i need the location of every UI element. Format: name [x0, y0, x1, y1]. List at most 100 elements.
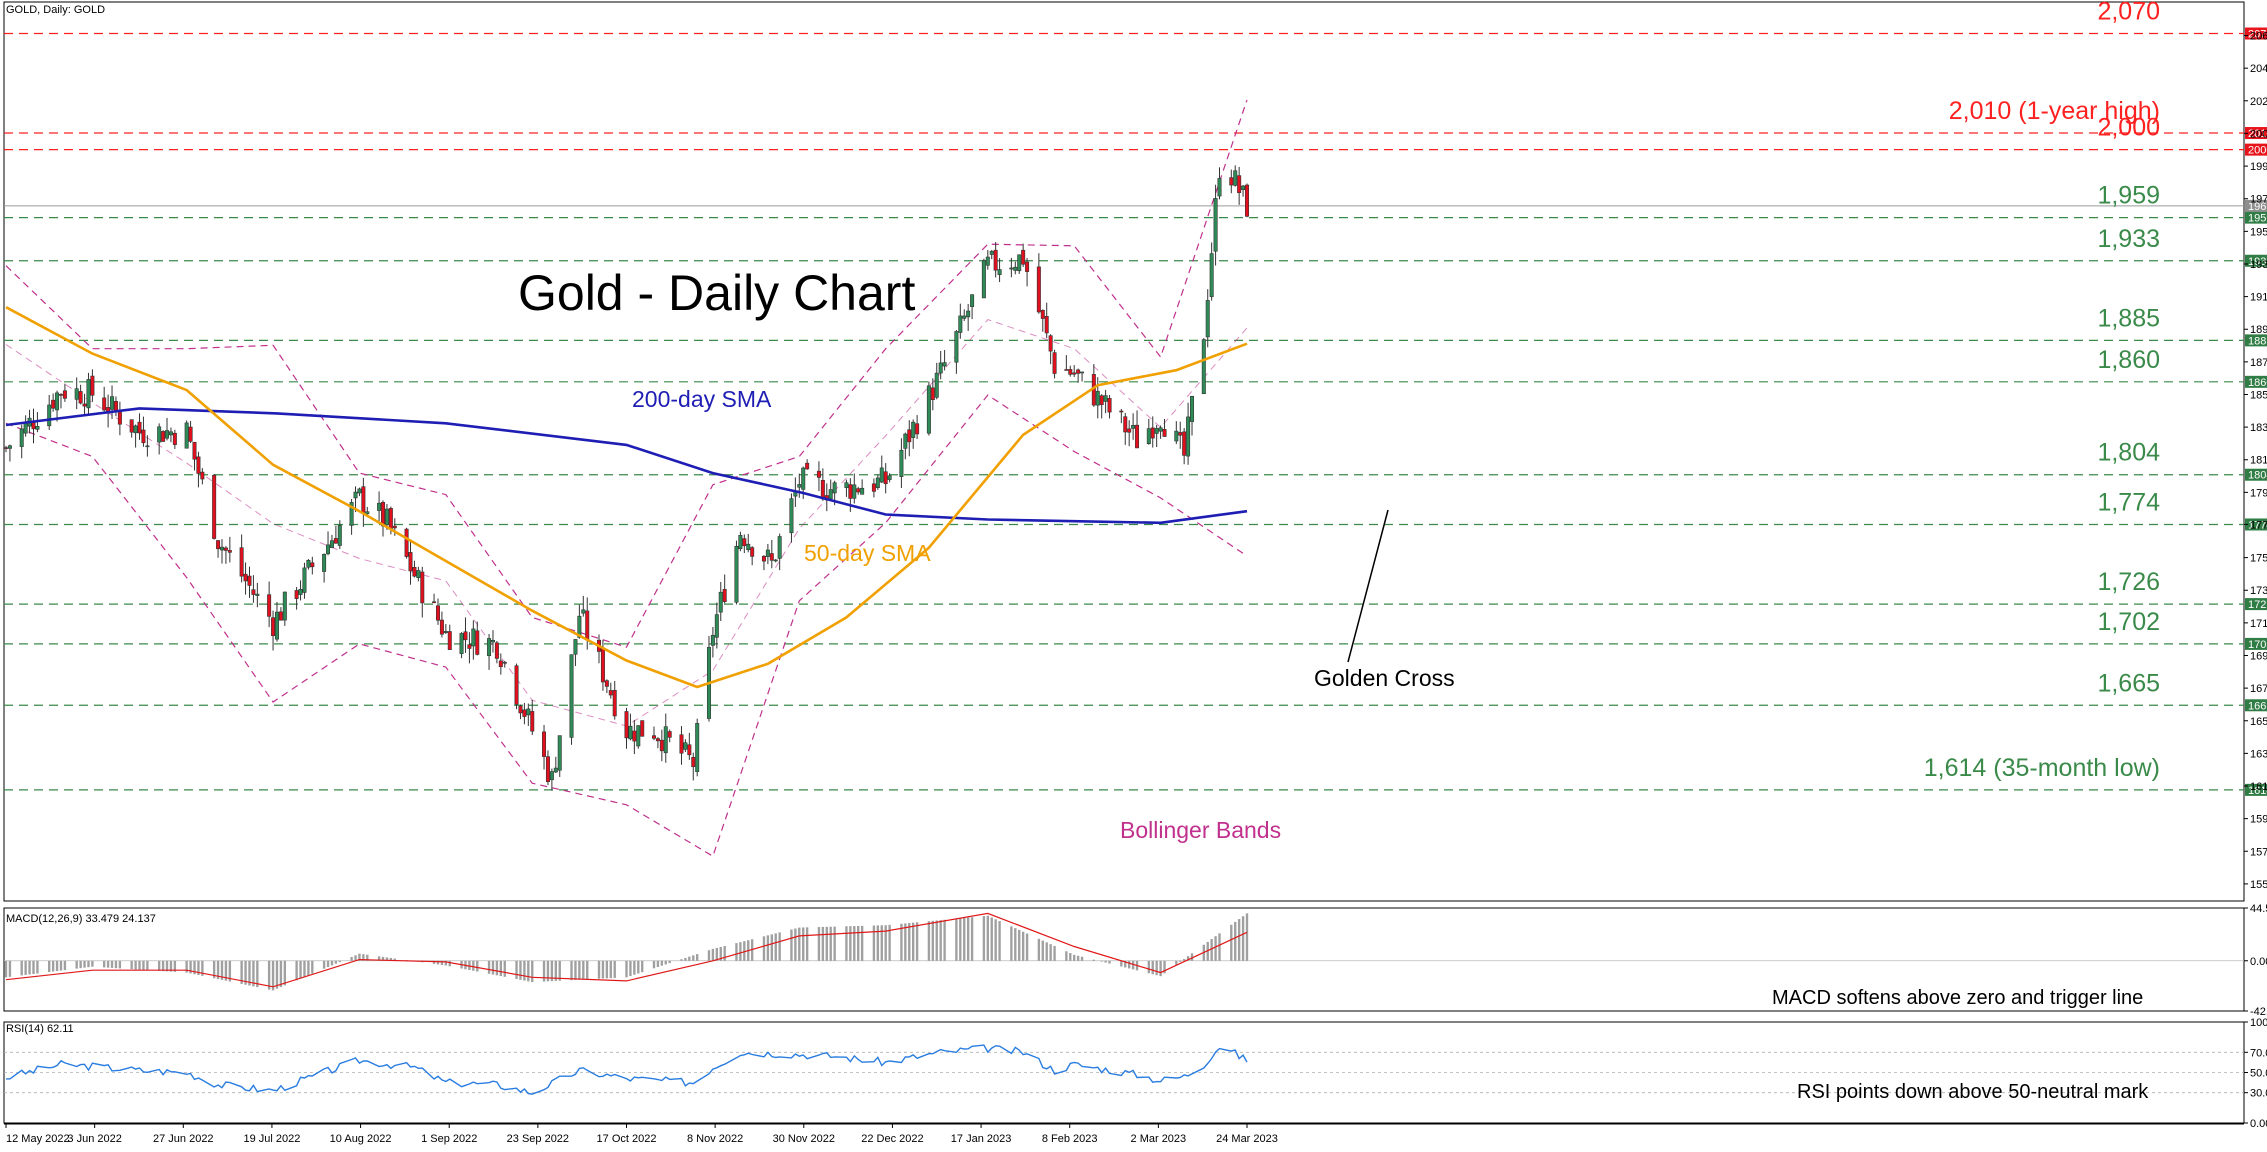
axes: 2068.76 2049.10 2029.45 2009.80 1990.06 1970.… — [5, 31, 2267, 1145]
candle-body — [416, 570, 421, 579]
candle-body — [750, 547, 755, 557]
candle — [930, 378, 935, 411]
candle — [553, 756, 558, 774]
candle-body — [1048, 335, 1053, 352]
candle — [227, 536, 232, 563]
price-tick-label: 1576.99 — [2250, 846, 2267, 858]
level-price-tag — [2245, 143, 2267, 156]
candle-body — [302, 567, 307, 593]
level-price-tag — [2245, 211, 2267, 224]
candle-body — [903, 433, 908, 449]
main-panel-frame — [3, 1, 2245, 902]
candle — [761, 555, 766, 571]
candle — [1146, 418, 1151, 445]
level-price-tag-label: 2070.00 — [2248, 29, 2267, 41]
price-tick-label: 1655.67 — [2250, 716, 2267, 728]
price-tick-label: 1714.68 — [2250, 618, 2267, 630]
candle-body — [1021, 249, 1026, 265]
time-tick-label: 17 Oct 2022 — [597, 1133, 657, 1145]
golden-cross-pointer — [1347, 509, 1389, 663]
candle — [247, 566, 252, 598]
candle-body — [1241, 185, 1246, 190]
time-tick-label: 24 Mar 2023 — [1216, 1133, 1278, 1145]
candle-body — [1076, 369, 1081, 374]
candle — [377, 491, 382, 522]
candle-body — [581, 609, 586, 614]
candle — [993, 242, 998, 278]
candle-body — [192, 441, 197, 460]
candle-body — [695, 723, 700, 772]
candle — [1213, 184, 1218, 266]
candle-body — [157, 426, 162, 443]
candle-body — [86, 379, 91, 409]
candle — [989, 249, 994, 260]
candle — [357, 487, 362, 497]
candle-body — [1237, 175, 1242, 193]
macd-tick-label: -42.397 — [2250, 1006, 2267, 1018]
candle-body — [624, 711, 629, 739]
candle-body — [145, 445, 150, 448]
candle — [942, 350, 947, 371]
candle-body — [738, 534, 743, 550]
candle-body — [997, 269, 1002, 275]
candle — [746, 533, 751, 553]
candle — [1036, 253, 1041, 314]
candle — [1048, 334, 1053, 365]
candle — [168, 427, 173, 443]
level-price-tag — [2245, 598, 2267, 611]
time-tick-label: 3 Jun 2022 — [67, 1133, 121, 1145]
candle — [117, 401, 122, 436]
candle-body — [993, 249, 998, 271]
candle-body — [168, 431, 173, 436]
candle-body — [377, 502, 382, 511]
candle — [361, 477, 366, 527]
candle — [915, 415, 920, 440]
candle — [31, 408, 36, 444]
candle — [985, 250, 990, 270]
candle-body — [404, 528, 409, 557]
candle — [310, 556, 315, 575]
candle-body — [239, 547, 244, 577]
candle — [86, 372, 91, 416]
candle-body — [691, 757, 696, 767]
candle — [667, 729, 672, 743]
candle — [545, 750, 550, 786]
candle-body — [640, 720, 645, 737]
price-tick-label: 1695.01 — [2250, 651, 2267, 663]
candle — [1209, 242, 1214, 301]
candle — [750, 546, 755, 566]
candle-body — [459, 633, 464, 654]
candle — [220, 539, 224, 564]
rsi-tick-label: 30.00 — [2250, 1088, 2267, 1100]
candle-body — [577, 615, 582, 638]
candle — [659, 729, 664, 762]
price-tick-label: 1950.72 — [2250, 226, 2267, 238]
candle-body — [1107, 397, 1112, 413]
candle — [1205, 289, 1210, 348]
candle-body — [989, 251, 994, 255]
candle-body — [51, 399, 56, 409]
candle-body — [718, 591, 723, 613]
candle-body — [337, 525, 342, 546]
candle — [612, 680, 617, 720]
candle — [773, 558, 778, 563]
bollinger-lower — [5, 394, 1248, 858]
candle — [490, 630, 495, 653]
candle — [271, 610, 276, 651]
candle — [463, 617, 468, 653]
level-label: 1,665 — [2097, 669, 2160, 697]
candle — [887, 473, 892, 483]
level-price-tag-label: 1885.00 — [2248, 335, 2267, 347]
candle-body — [200, 471, 205, 480]
candle-body — [381, 502, 386, 527]
candle-body — [1201, 339, 1206, 395]
candle-body — [942, 362, 947, 367]
candle — [274, 601, 279, 642]
level-price-tag-label: 1614.00 — [2248, 785, 2267, 797]
candle-body — [742, 538, 747, 547]
level-label: 2,070 — [2097, 0, 2160, 26]
candle — [628, 713, 633, 741]
candle — [326, 531, 331, 556]
candle-body — [392, 525, 397, 529]
candle — [1190, 395, 1195, 436]
